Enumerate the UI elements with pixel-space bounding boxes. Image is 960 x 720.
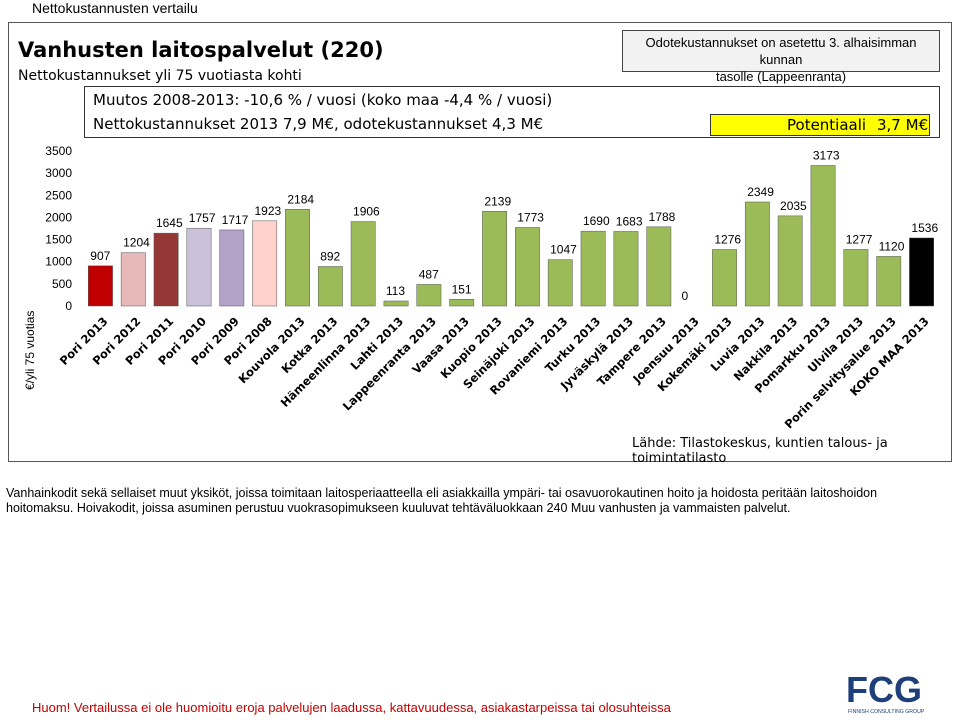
y-tick-label: 3000: [45, 166, 72, 180]
fcg-logo: FCG FINNISH CONSULTING GROUP: [846, 669, 925, 715]
data-label: 1277: [846, 232, 873, 246]
chart-title: Vanhusten laitospalvelut (220): [18, 38, 384, 62]
data-label: 1773: [517, 210, 544, 224]
bar: [416, 284, 442, 307]
bar: [777, 215, 803, 307]
bar: [350, 221, 376, 307]
bar: [876, 256, 902, 307]
data-label: 1690: [583, 214, 610, 228]
y-tick-label: 2000: [45, 210, 72, 224]
bar: [88, 265, 113, 307]
bar: [120, 252, 146, 307]
data-label: 1536: [911, 221, 938, 235]
y-tick-label: 500: [52, 277, 72, 291]
y-tick-label: 3500: [45, 144, 72, 158]
bars: 907 1204 1645 1757 1717 1923 2184 892 1906 113 487…: [88, 148, 938, 307]
note-box: Odotekustannukset on asetettu 3. alhaisi…: [622, 30, 940, 84]
y-axis-label: €/yli 75 vuotias: [23, 311, 37, 390]
chart-subtitle: Nettokustannukset yli 75 vuotiasta kohti: [18, 68, 302, 84]
bar-chart: €/yli 75 vuotias 0 500 1000 1500 2000 2500 300…: [23, 144, 938, 431]
data-label: 2035: [780, 199, 807, 213]
data-label: 1204: [123, 236, 150, 250]
bar: [285, 209, 310, 307]
data-label: 2139: [484, 194, 511, 208]
note-line-2: tasolle (Lappeenranta): [715, 69, 847, 84]
data-label: 1923: [255, 204, 282, 218]
data-label: 1683: [616, 214, 643, 228]
data-label: 2349: [747, 185, 774, 199]
data-label: 1120: [879, 239, 905, 253]
y-tick-label: 1500: [45, 233, 72, 247]
bar: [219, 229, 245, 307]
potential-value: 3,7 M€: [877, 116, 929, 134]
bar: [843, 249, 869, 307]
data-label: 487: [419, 267, 439, 281]
data-label: 113: [386, 284, 405, 298]
info-costs-line: Nettokustannukset 2013 7,9 M€, odotekust…: [93, 115, 544, 133]
data-label: 1047: [550, 243, 577, 257]
bar: [252, 220, 278, 307]
potential-label: Potentiaali: [787, 116, 867, 134]
data-label: 907: [90, 249, 110, 263]
info-box: Muutos 2008-2013: -10,6 % / vuosi (koko …: [84, 86, 940, 138]
bar: [613, 231, 639, 307]
potential-badge: Potentiaali 3,7 M€: [710, 114, 930, 136]
page-title: Nettokustannusten vertailu: [32, 0, 198, 16]
data-label: 0: [682, 289, 689, 303]
data-label: 2184: [287, 192, 314, 206]
slide-frame: [8, 22, 952, 462]
bar: [317, 266, 343, 307]
bar: [547, 259, 573, 307]
bar: [153, 232, 179, 307]
bar: [449, 299, 475, 307]
info-change-line: Muutos 2008-2013: -10,6 % / vuosi (koko …: [93, 91, 553, 109]
data-label: 3173: [813, 148, 840, 162]
data-label: 1788: [649, 210, 676, 224]
data-label: 151: [452, 282, 472, 296]
bar: [810, 165, 836, 307]
y-tick-label: 0: [65, 299, 72, 313]
data-label: 1717: [222, 213, 249, 227]
data-label: 1906: [353, 205, 380, 219]
bar: [744, 201, 770, 307]
description-text: Vanhainkodit sekä sellaiset muut yksiköt…: [6, 486, 878, 515]
bar: [515, 227, 540, 307]
y-tick-label: 2500: [45, 188, 72, 202]
data-label: 892: [320, 249, 340, 263]
y-tick-label: 1000: [45, 255, 72, 269]
logo-tagline: FINNISH CONSULTING GROUP: [848, 709, 925, 715]
footnote: Huom! Vertailussa ei ole huomioitu eroja…: [32, 700, 671, 715]
bar: [186, 227, 212, 307]
bar: [712, 249, 737, 307]
bar: [383, 300, 409, 307]
data-label: 1757: [189, 211, 216, 225]
bar: [646, 226, 672, 307]
logo-text: FCG: [846, 669, 922, 710]
note-line-1: Odotekustannukset on asetettu 3. alhaisi…: [645, 35, 917, 67]
bar: [482, 211, 507, 307]
bar: [909, 237, 934, 307]
source-note: Lähde: Tilastokeskus, kuntien talous- ja…: [632, 436, 888, 466]
y-axis: 0 500 1000 1500 2000 2500 3000 3500: [45, 144, 72, 313]
data-label: 1276: [714, 232, 741, 246]
bar: [580, 230, 606, 307]
data-label: 1645: [156, 216, 183, 230]
